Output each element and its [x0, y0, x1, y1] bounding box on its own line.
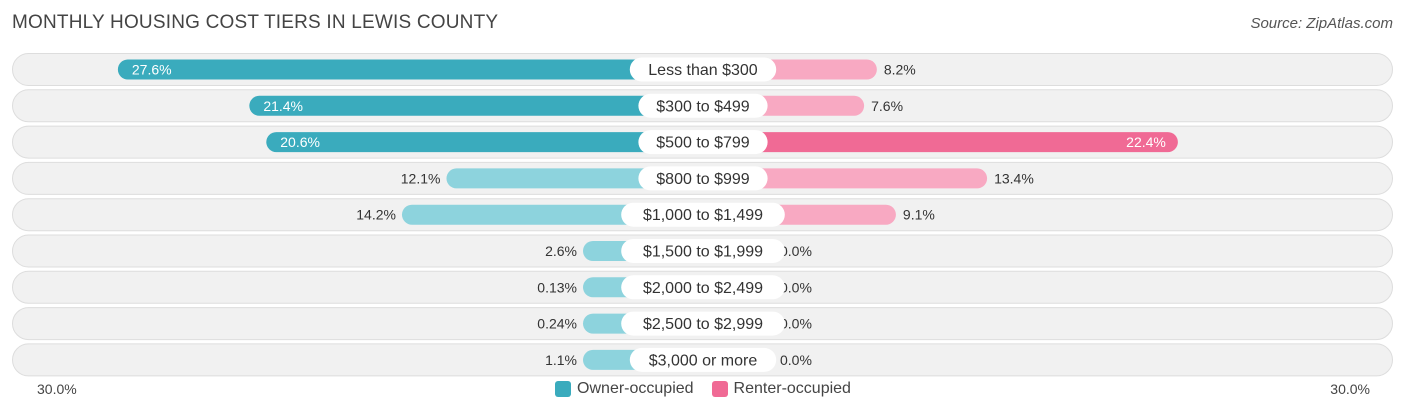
renter-bar	[703, 168, 988, 189]
legend-label-renter: Renter-occupied	[733, 380, 851, 397]
renter-value-label: 8.2%	[884, 62, 916, 78]
category-label: $500 to $799	[656, 135, 750, 152]
category-pill	[621, 275, 785, 300]
owner-value-label: 1.1%	[545, 352, 577, 368]
category-pill	[629, 347, 777, 372]
category-pill	[629, 57, 777, 82]
owner-bar	[266, 132, 703, 153]
owner-value-label: 14.2%	[356, 207, 396, 223]
axis-right-label: 30.0%	[1330, 381, 1370, 397]
category-pill	[638, 130, 768, 155]
category-label: $1,500 to $1,999	[643, 244, 763, 261]
owner-value-label: 20.6%	[280, 134, 320, 150]
category-label: $800 to $999	[656, 171, 750, 188]
category-pill	[621, 239, 785, 263]
category-label: $2,500 to $2,999	[643, 316, 763, 333]
legend: Owner-occupied Renter-occupied	[0, 380, 1406, 398]
category-pill	[638, 166, 768, 191]
category-label: $1,000 to $1,499	[643, 207, 763, 224]
renter-value-label: 0.0%	[780, 279, 812, 295]
chart-title: MONTHLY HOUSING COST TIERS IN LEWIS COUN…	[12, 12, 499, 33]
renter-bar	[703, 132, 1178, 153]
renter-value-label: 0.0%	[780, 243, 812, 259]
category-pill	[621, 311, 785, 336]
axis-left-label: 30.0%	[37, 381, 77, 397]
owner-value-label: 27.6%	[132, 62, 172, 78]
chart-svg: 27.6% 8.2% Less than $300 21.4% 7.6% $300 to …	[12, 53, 1393, 377]
renter-value-label: 0.0%	[780, 316, 812, 332]
renter-value-label: 13.4%	[994, 170, 1034, 186]
legend-item-owner: Owner-occupied	[555, 380, 694, 398]
source-label: Source: ZipAtlas.com	[1250, 15, 1393, 32]
owner-bar	[249, 95, 703, 116]
category-label: $300 to $499	[656, 98, 750, 115]
renter-value-label: 22.4%	[1126, 134, 1166, 150]
renter-value-label: 9.1%	[903, 207, 935, 223]
renter-value-label: 7.6%	[871, 98, 903, 114]
category-label: $3,000 or more	[649, 352, 758, 369]
category-pill	[621, 202, 785, 227]
category-label: $2,000 to $2,499	[643, 280, 763, 297]
legend-swatch-owner	[555, 381, 572, 397]
legend-label-owner: Owner-occupied	[577, 380, 694, 397]
category-pill	[638, 93, 768, 118]
owner-value-label: 0.13%	[537, 279, 577, 295]
owner-bar	[446, 168, 703, 189]
legend-item-renter: Renter-occupied	[711, 380, 851, 398]
category-label: Less than $300	[648, 62, 758, 79]
owner-value-label: 21.4%	[263, 98, 303, 114]
owner-bar	[117, 59, 703, 80]
owner-value-label: 2.6%	[545, 243, 577, 259]
owner-value-label: 12.1%	[401, 170, 441, 186]
renter-value-label: 0.0%	[780, 352, 812, 368]
owner-value-label: 0.24%	[537, 316, 577, 332]
legend-swatch-renter	[711, 381, 728, 397]
